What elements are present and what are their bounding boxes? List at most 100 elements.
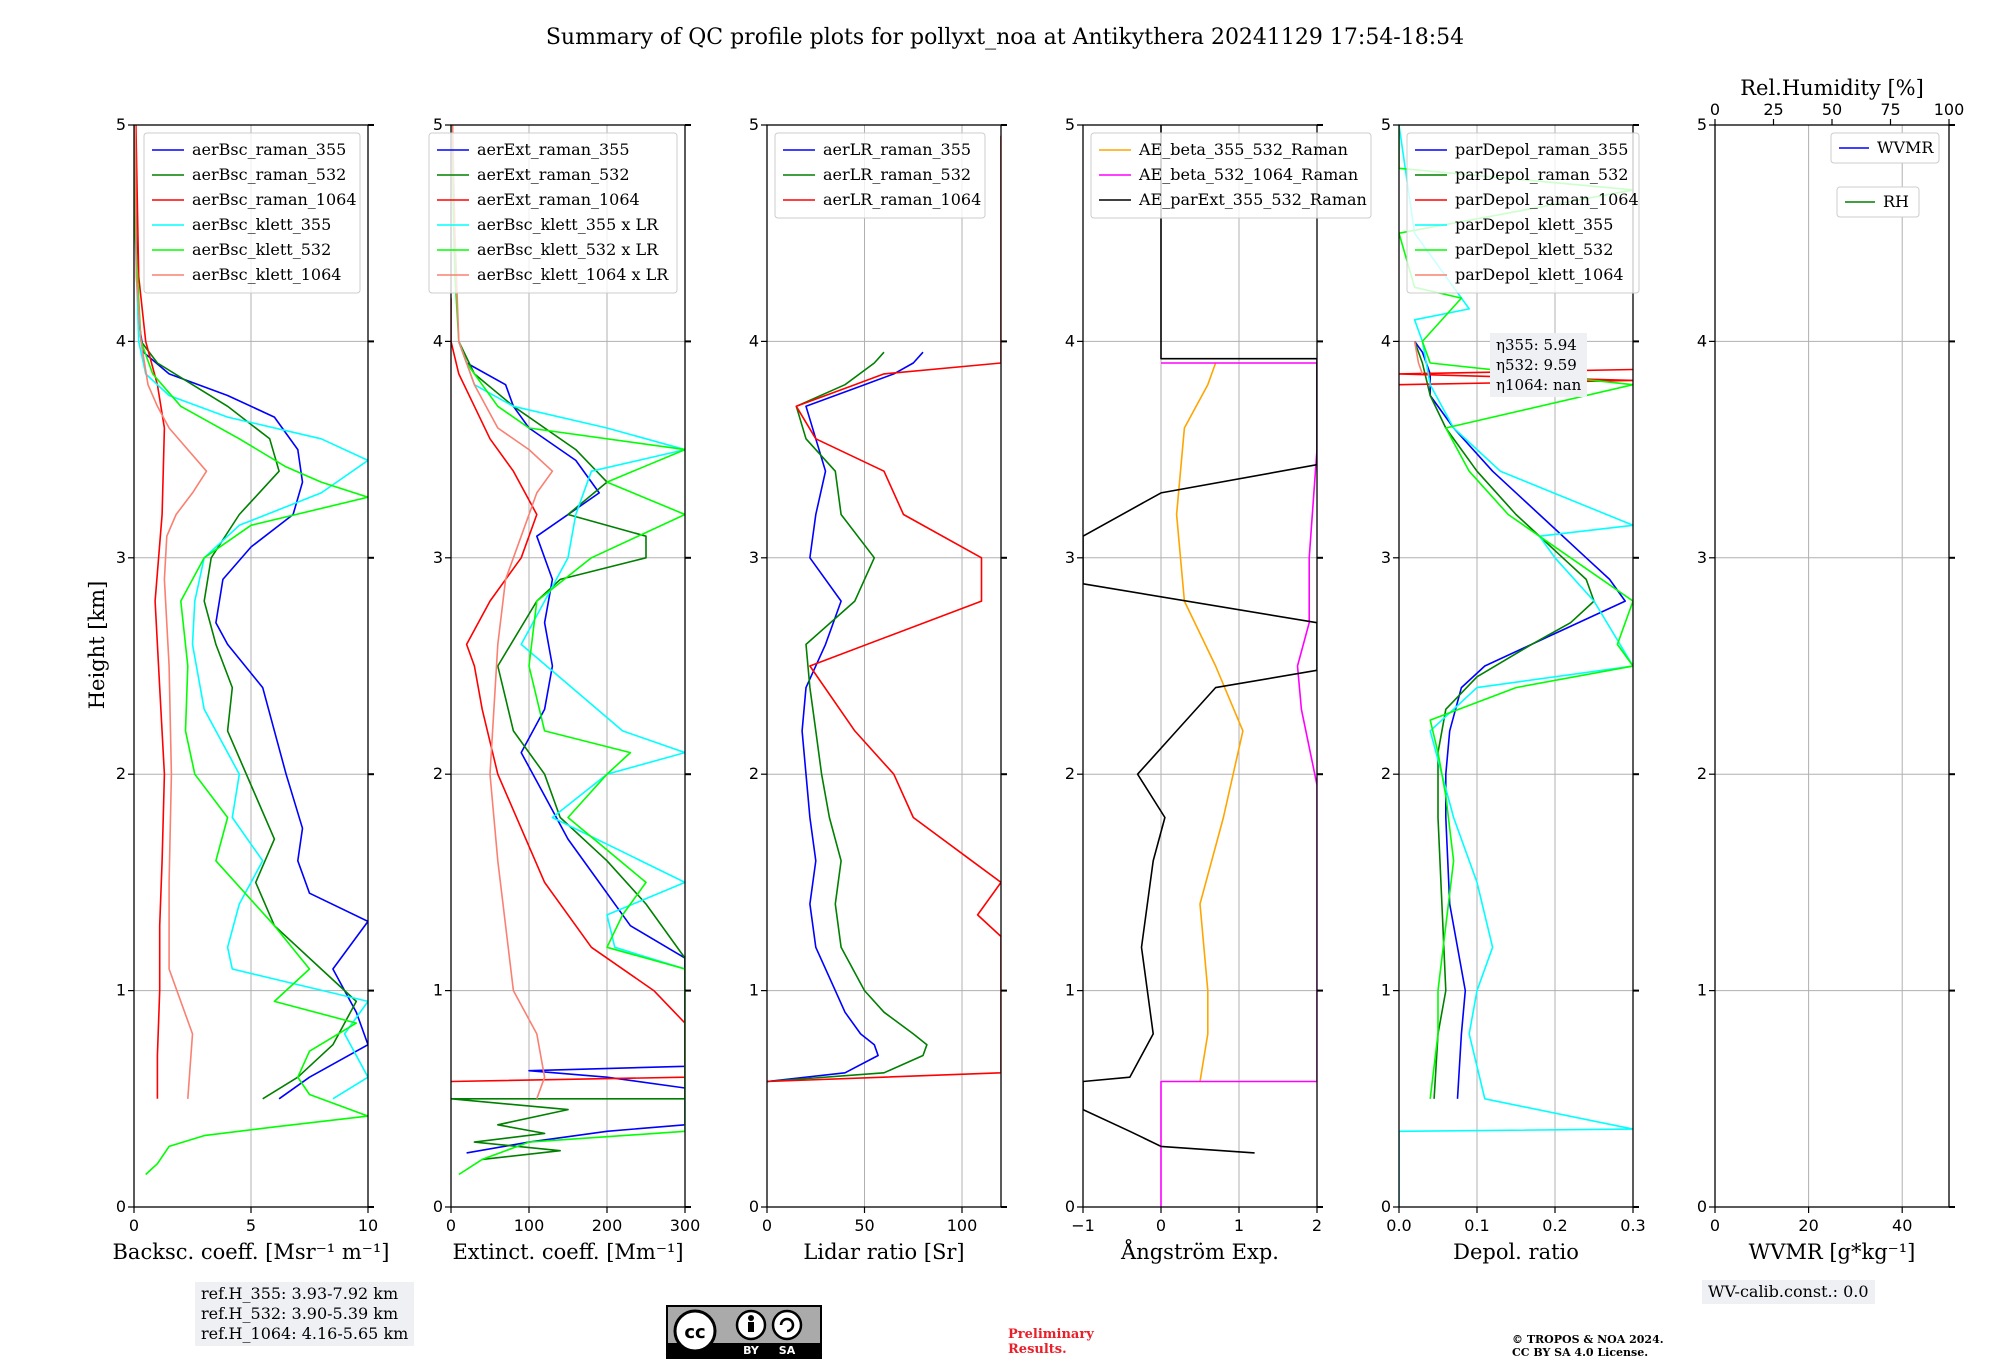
- y-tick-label: 0: [433, 1197, 443, 1216]
- y-tick-label: 4: [749, 331, 759, 350]
- x-tick-label: 1: [1234, 1216, 1244, 1235]
- legend-label: aerExt_raman_355: [477, 140, 630, 159]
- copyright-line-2: CC BY SA 4.0 License.: [1512, 1346, 1649, 1359]
- series-line-aerBsc_klett_355 x LR: [458, 341, 685, 970]
- x-tick-label: 50: [854, 1216, 874, 1235]
- y-tick-label: 3: [1381, 548, 1391, 567]
- legend-label: parDepol_klett_1064: [1455, 265, 1624, 284]
- y-tick-label: 1: [1065, 981, 1075, 1000]
- y-tick-label: 5: [433, 115, 443, 134]
- series-line-aerBsc_raman_1064: [135, 125, 166, 1099]
- y-tick-label: 0: [1697, 1197, 1707, 1216]
- y-tick-label: 2: [1381, 764, 1391, 783]
- cc-by-label: BY: [743, 1344, 760, 1357]
- x-tick-label: 2: [1312, 1216, 1322, 1235]
- plot-frame: [450, 124, 686, 1208]
- panel-5: 0 1 2 3 4 5 0.0 0.1 0.2 0.3 Depol. ratio parDepol_r…: [1381, 115, 1646, 1264]
- ref-height-1064: ref.H_1064: 4.16-5.65 km: [201, 1324, 409, 1343]
- legend-label: aerBsc_klett_1064 x LR: [477, 265, 669, 284]
- series-line-parDepol_klett_355: [1399, 125, 1633, 1207]
- legend-label: aerBsc_klett_355: [192, 215, 331, 234]
- x-axis-label: Ångström Exp.: [1120, 1239, 1279, 1264]
- legend-RH: RH: [1836, 186, 1920, 218]
- x-axis-label: WVMR [g*kg⁻¹]: [1749, 1240, 1916, 1264]
- top-x-tick-label: 25: [1763, 100, 1783, 119]
- series-line-aerBsc_raman_532: [134, 125, 358, 1100]
- y-tick-label: 4: [1381, 331, 1391, 350]
- eta-1064: η1064: nan: [1496, 376, 1582, 394]
- eta-532: η532: 9.59: [1496, 356, 1577, 374]
- legend-WVMR: WVMR: [1830, 132, 1940, 164]
- svg-text:cc: cc: [684, 1322, 705, 1343]
- series-line-aerExt_raman_532: [451, 341, 685, 1161]
- legend-label: RH: [1883, 192, 1909, 211]
- legend-label: AE_beta_355_532_Raman: [1138, 140, 1348, 159]
- y-tick-label: 1: [1697, 981, 1707, 1000]
- copyright-line-1: © TROPOS & NOA 2024.: [1512, 1333, 1664, 1346]
- y-tick-label: 4: [1697, 331, 1707, 350]
- series-line-aerBsc_klett_1064: [134, 125, 208, 1099]
- y-tick-label: 2: [1697, 764, 1707, 783]
- legend-label: aerExt_raman_1064: [477, 190, 640, 209]
- y-tick-label: 0: [749, 1197, 759, 1216]
- eta-355: η355: 5.94: [1496, 336, 1577, 354]
- y-tick-label: 3: [116, 548, 126, 567]
- panel-1: 0 1 2 3 4 5 0 5 10 Backsc. coeff. [Msr⁻¹ m⁻¹] aerB…: [113, 115, 390, 1264]
- legend-box: [774, 132, 986, 219]
- legend-label: parDepol_raman_355: [1455, 140, 1628, 159]
- x-tick-label: 0.2: [1542, 1216, 1567, 1235]
- cc-license-badge: cc BY SA: [666, 1305, 822, 1359]
- legend-label: aerBsc_klett_532 x LR: [477, 240, 659, 259]
- legend-label: AE_beta_532_1064_Raman: [1138, 165, 1358, 184]
- legend-box: [1090, 132, 1372, 219]
- eta-note: η355: 5.94 η532: 9.59 η1064: nan: [1490, 333, 1588, 397]
- legend: parDepol_raman_355 parDepol_raman_532 parD…: [1406, 132, 1640, 294]
- top-x-tick-label: 75: [1880, 100, 1900, 119]
- series-line-aerLR_raman_355: [767, 351, 924, 1083]
- legend: aerLR_raman_355 aerLR_raman_532 aerLR_rama…: [774, 132, 986, 219]
- ref-height-note: ref.H_355: 3.93-7.92 km ref.H_532: 3.90-…: [195, 1282, 415, 1346]
- plot-frame: [1082, 124, 1318, 1208]
- y-tick-label: 0: [1065, 1197, 1075, 1216]
- legend-label: aerBsc_klett_355 x LR: [477, 215, 659, 234]
- y-tick-label: 5: [1065, 115, 1075, 134]
- plot-frame: [1398, 124, 1634, 1208]
- y-tick-label: 2: [116, 764, 126, 783]
- legend-label: parDepol_raman_1064: [1455, 190, 1639, 209]
- series-line-parDepol_raman_355: [1413, 340, 1626, 1099]
- y-tick-label: 3: [749, 548, 759, 567]
- y-tick-label: 0: [1381, 1197, 1391, 1216]
- series-line-aerBsc_klett_355: [134, 125, 368, 1100]
- x-tick-label: 100: [947, 1216, 978, 1235]
- top-x-tick-label: 50: [1822, 100, 1842, 119]
- series-group: [767, 135, 1001, 1083]
- y-tick-label: 5: [116, 115, 126, 134]
- series-line-aerBsc_raman_355: [134, 125, 368, 1100]
- legend-label: aerLR_raman_532: [823, 165, 971, 184]
- legend-label: aerBsc_raman_1064: [192, 190, 357, 209]
- figure-title: Summary of QC profile plots for pollyxt_…: [546, 25, 1464, 50]
- x-tick-label: 40: [1892, 1216, 1912, 1235]
- top-x-tick-label: 100: [1934, 100, 1965, 119]
- ref-height-532: ref.H_532: 3.90-5.39 km: [201, 1304, 399, 1323]
- series-group: [1083, 125, 1317, 1207]
- x-tick-label: 300: [670, 1216, 701, 1235]
- plot-frame: [766, 124, 1002, 1208]
- legend-label: parDepol_klett_532: [1455, 240, 1613, 259]
- x-axis-label: Backsc. coeff. [Msr⁻¹ m⁻¹]: [113, 1240, 390, 1264]
- x-tick-label: 100: [514, 1216, 545, 1235]
- x-tick-label: 0.3: [1620, 1216, 1645, 1235]
- legend-label: parDepol_raman_532: [1455, 165, 1628, 184]
- y-tick-label: 1: [433, 981, 443, 1000]
- x-axis-label: Extinct. coeff. [Mm⁻¹]: [452, 1240, 683, 1264]
- y-tick-label: 5: [749, 115, 759, 134]
- legend-label: aerExt_raman_532: [477, 165, 630, 184]
- legend-label: aerBsc_raman_355: [192, 140, 346, 159]
- legend-box: [143, 132, 361, 294]
- legend: AE_beta_355_532_Raman AE_beta_532_1064_Ra…: [1090, 132, 1372, 219]
- legend-box: [1830, 132, 1940, 164]
- y-tick-label: 4: [1065, 331, 1075, 350]
- series-line-aerLR_raman_1064: [767, 135, 1001, 1083]
